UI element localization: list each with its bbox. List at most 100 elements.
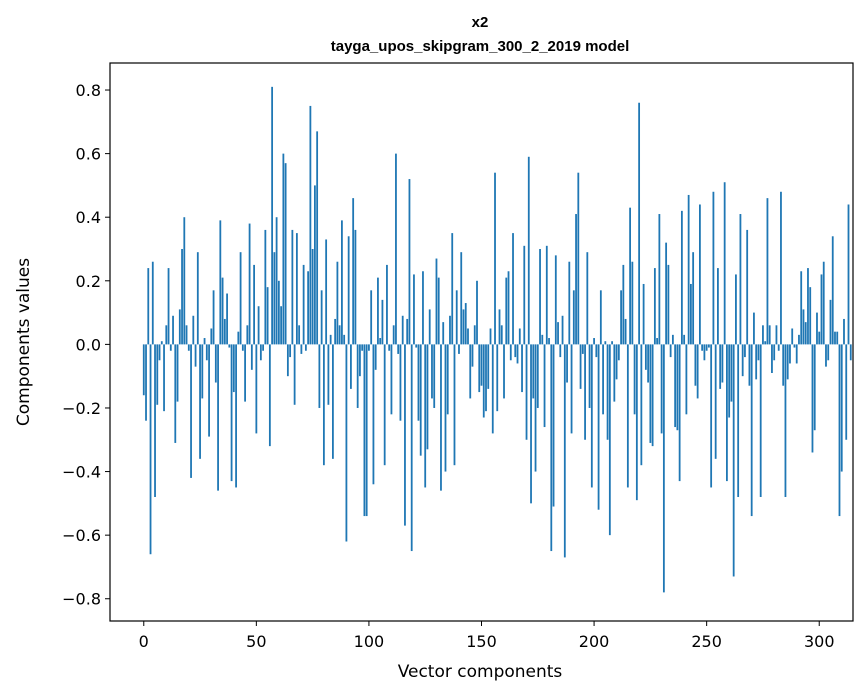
bar [784,344,787,497]
bar [390,344,393,415]
bar [239,252,242,345]
bar [584,344,586,440]
bar [737,344,740,497]
bar [250,344,253,370]
x-tick-label: 250 [691,632,722,651]
bar [516,344,519,364]
bar [471,344,474,367]
bar [440,344,442,491]
bar [554,255,557,345]
bar [642,283,645,345]
bar [264,229,267,345]
bar [253,264,255,345]
bar [332,344,334,459]
bar [453,344,456,466]
bar [275,217,278,345]
bar [708,344,710,348]
bar [680,210,683,345]
bar [165,325,168,345]
bar [244,344,246,402]
bar [723,182,726,345]
bar [266,287,269,345]
bar [689,283,692,345]
bar [444,344,447,472]
bar [318,344,321,408]
bar [487,344,490,389]
x-tick-label: 300 [804,632,835,651]
bar [343,334,346,345]
bar [807,268,809,345]
bar [611,341,613,345]
bar [572,290,575,345]
bar [757,344,760,361]
bar [377,277,379,345]
bar [721,344,724,383]
y-tick-label: −0.4 [62,463,101,482]
bar [462,309,465,345]
bar [624,318,627,345]
bar [635,344,638,501]
bar [795,344,798,364]
bar [746,229,749,345]
bar [336,261,339,345]
x-tick-label: 150 [466,632,497,651]
bar [575,214,577,345]
bar [739,214,742,345]
bar [687,194,690,345]
bar [192,315,195,345]
bar [187,344,190,351]
bar [214,344,217,383]
bar [775,325,778,345]
bar [701,344,704,351]
bar [248,223,251,345]
bar [185,325,188,345]
bar [158,344,161,361]
y-tick-label: 0.2 [76,272,101,291]
bar [408,179,411,345]
bar [674,344,677,428]
bar [512,233,514,345]
bar [476,280,478,345]
bar [676,344,679,431]
bar [849,344,852,361]
bar [196,252,199,345]
bar [750,344,753,517]
bar [653,268,656,345]
bar [649,344,652,443]
bar [662,344,665,593]
bar [534,344,537,472]
bar [728,344,731,418]
bar [768,325,771,345]
x-axis-label: Vector components [398,662,563,682]
bar [341,220,343,345]
bar [435,258,438,345]
bar [741,344,744,377]
bar [717,268,719,345]
bar [498,309,501,345]
bar [602,344,604,415]
bar [352,198,355,345]
bar [820,274,823,345]
bar [703,344,706,361]
bar [363,344,366,517]
bar [597,344,600,510]
bar [755,344,758,380]
bar [356,344,359,408]
bar [532,344,535,399]
bar [154,344,156,497]
bar [791,328,794,345]
bar [241,344,244,351]
bar [786,344,789,380]
bar [726,344,728,482]
bar [257,306,260,345]
bar [280,306,283,345]
bar [354,229,357,345]
bar [334,318,337,345]
bar [685,344,688,415]
bar [525,344,528,440]
bar [311,249,314,345]
bar [710,344,713,488]
bar [160,341,163,345]
bar [383,344,386,466]
bar [489,328,492,345]
